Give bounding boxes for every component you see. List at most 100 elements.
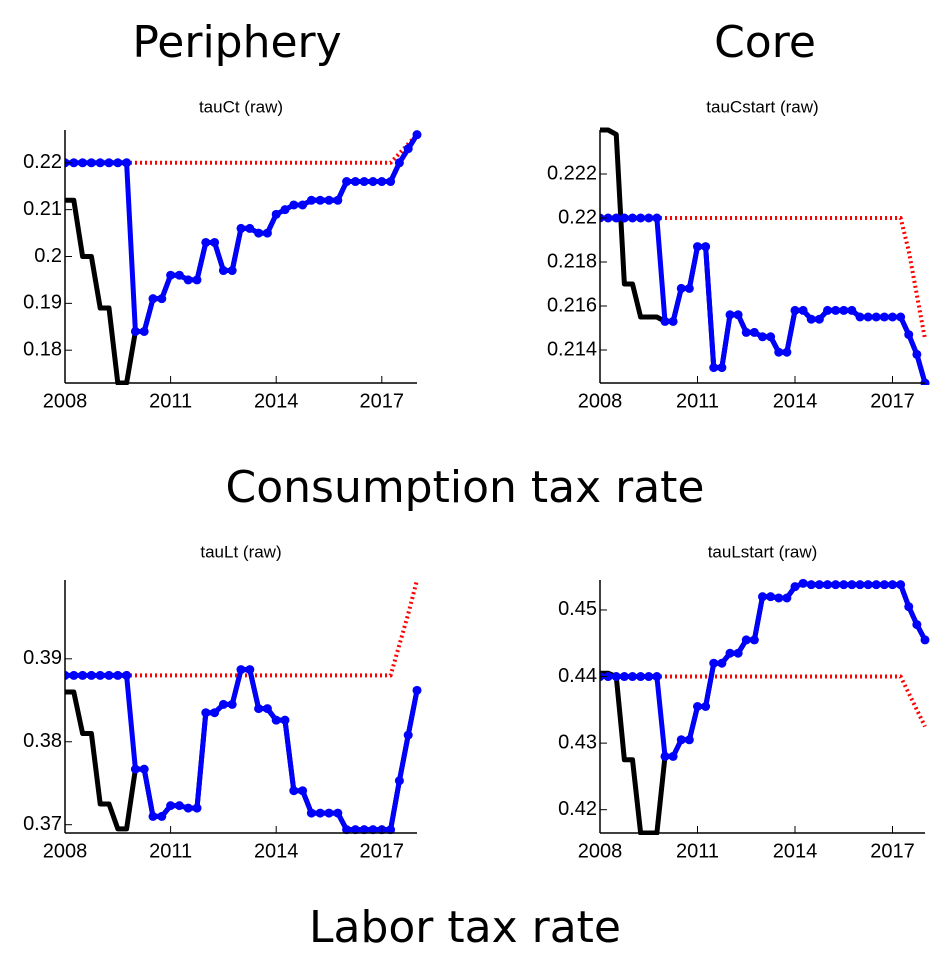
point — [210, 708, 220, 718]
point — [709, 658, 719, 668]
point — [157, 811, 167, 821]
x-tick-label: 2008 — [578, 840, 623, 862]
point — [192, 803, 202, 813]
point — [636, 213, 646, 223]
point — [619, 672, 629, 682]
series-line — [65, 133, 420, 385]
point — [69, 670, 79, 680]
point — [644, 213, 654, 223]
point — [912, 349, 922, 359]
point — [912, 620, 922, 630]
plot-area — [65, 130, 422, 385]
point — [289, 200, 299, 210]
point — [668, 751, 678, 761]
point — [218, 699, 228, 709]
point — [774, 593, 784, 603]
point — [741, 635, 751, 645]
point — [904, 602, 914, 612]
series-line — [65, 579, 419, 678]
point — [394, 776, 404, 786]
point — [122, 158, 132, 168]
point — [201, 237, 211, 247]
point — [733, 648, 743, 658]
point — [95, 158, 105, 168]
point — [174, 801, 184, 811]
point — [660, 751, 670, 761]
point — [920, 635, 930, 645]
point — [725, 648, 735, 658]
y-tick-label: 0.39 — [23, 647, 62, 669]
column-title: Core — [714, 17, 816, 68]
point — [855, 580, 865, 590]
point — [183, 275, 193, 285]
point — [725, 310, 735, 320]
point — [758, 592, 767, 602]
point — [350, 177, 360, 187]
point — [174, 270, 184, 280]
point — [280, 715, 290, 725]
x-tick-label: 2008 — [578, 390, 623, 412]
point — [701, 242, 711, 252]
point — [896, 312, 906, 322]
y-tick-label: 0.214 — [547, 338, 597, 360]
y-tick-label: 0.43 — [558, 731, 597, 753]
y-tick-label: 0.38 — [23, 730, 62, 752]
point — [342, 825, 352, 835]
series-line — [600, 580, 928, 759]
point — [104, 158, 114, 168]
point — [65, 670, 70, 680]
x-tick-label: 2017 — [360, 390, 405, 412]
point — [896, 580, 906, 590]
point — [236, 223, 246, 233]
point — [412, 685, 422, 695]
point — [839, 305, 849, 315]
point — [847, 305, 857, 315]
point — [717, 658, 727, 668]
series-line — [600, 674, 927, 728]
x-tick-label: 2011 — [676, 390, 719, 412]
point — [359, 177, 369, 187]
x-tick-label: 2014 — [773, 390, 818, 412]
point — [280, 205, 290, 215]
point — [104, 670, 114, 680]
point — [342, 177, 352, 187]
point — [888, 312, 897, 322]
point — [774, 347, 784, 357]
point — [315, 808, 325, 818]
point — [139, 326, 149, 336]
point — [122, 670, 132, 680]
point — [790, 305, 800, 315]
point — [749, 327, 759, 337]
x-tick-label: 2014 — [254, 390, 299, 412]
point — [823, 580, 832, 590]
point — [839, 580, 849, 590]
point — [333, 808, 343, 818]
y-tick-label: 0.37 — [23, 813, 62, 835]
point — [403, 730, 413, 740]
point — [113, 670, 123, 680]
point — [717, 363, 727, 373]
y-tick-label: 0.2 — [34, 245, 62, 267]
plot-area — [600, 127, 930, 385]
point — [166, 270, 176, 280]
series-line — [600, 127, 928, 384]
point — [798, 578, 808, 588]
point — [148, 294, 158, 304]
point — [684, 735, 694, 745]
point — [245, 223, 255, 233]
point — [603, 213, 613, 223]
point — [69, 158, 79, 168]
point — [113, 158, 123, 168]
y-tick-label: 0.44 — [558, 665, 597, 687]
point — [806, 580, 816, 590]
point — [619, 213, 629, 223]
x-tick-label: 2011 — [676, 840, 719, 862]
point — [324, 808, 334, 818]
point — [871, 580, 881, 590]
point — [628, 213, 637, 223]
y-tick-label: 0.22 — [558, 206, 597, 228]
point — [790, 582, 800, 592]
point — [863, 580, 873, 590]
point — [652, 672, 662, 682]
